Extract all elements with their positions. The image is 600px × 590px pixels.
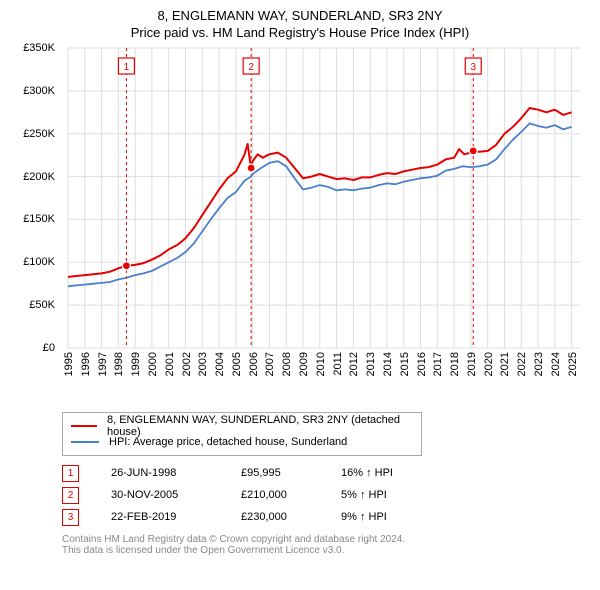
legend-swatch-1	[71, 425, 97, 428]
transaction-price: £95,995	[241, 467, 341, 479]
x-tick-label: 2021	[499, 352, 511, 376]
x-tick-label: 2020	[483, 352, 495, 376]
x-tick-label: 2004	[214, 352, 226, 376]
transaction-marker: 3	[62, 509, 79, 526]
y-tick-label: £200K	[23, 171, 55, 183]
x-tick-label: 2003	[197, 352, 209, 376]
transaction-hpi: 9% ↑ HPI	[341, 511, 421, 523]
x-tick-label: 2013	[365, 352, 377, 376]
x-tick-label: 2025	[567, 352, 579, 376]
transaction-marker: 2	[62, 487, 79, 504]
y-tick-label: £0	[43, 342, 55, 354]
chart-subtitle: Price paid vs. HM Land Registry's House …	[14, 25, 586, 40]
x-tick-label: 2024	[550, 352, 562, 376]
x-tick-label: 2008	[281, 352, 293, 376]
x-tick-label: 2005	[231, 352, 243, 376]
transaction-date: 22-FEB-2019	[111, 511, 241, 523]
footer-line1: Contains HM Land Registry data © Crown c…	[62, 534, 586, 545]
x-tick-label: 1996	[80, 352, 92, 376]
y-tick-label: £300K	[23, 85, 55, 97]
x-tick-label: 1999	[130, 352, 142, 376]
y-tick-label: £250K	[23, 128, 55, 140]
footer-line2: This data is licensed under the Open Gov…	[62, 545, 586, 556]
transaction-row: 1 26-JUN-1998£95,99516% ↑ HPI	[62, 462, 586, 484]
x-tick-label: 2019	[466, 352, 478, 376]
x-tick-label: 2023	[533, 352, 545, 376]
x-tick-label: 2006	[248, 352, 260, 376]
transaction-row: 3 22-FEB-2019£230,0009% ↑ HPI	[62, 506, 586, 528]
transaction-hpi: 5% ↑ HPI	[341, 489, 421, 501]
x-tick-label: 2016	[416, 352, 428, 376]
footer: Contains HM Land Registry data © Crown c…	[62, 534, 586, 556]
legend-row-series1: 8, ENGLEMANN WAY, SUNDERLAND, SR3 2NY (d…	[71, 418, 413, 434]
transaction-row: 2 30-NOV-2005£210,0005% ↑ HPI	[62, 484, 586, 506]
transaction-price: £230,000	[241, 511, 341, 523]
chart-title: 8, ENGLEMANN WAY, SUNDERLAND, SR3 2NY	[14, 8, 586, 23]
y-tick-label: £100K	[23, 256, 55, 268]
x-tick-label: 2010	[315, 352, 327, 376]
transaction-date: 30-NOV-2005	[111, 489, 241, 501]
x-tick-label: 2002	[181, 352, 193, 376]
x-tick-label: 2018	[449, 352, 461, 376]
svg-text:1: 1	[124, 62, 130, 73]
x-tick-label: 2022	[516, 352, 528, 376]
transaction-hpi: 16% ↑ HPI	[341, 467, 421, 479]
transaction-table: 1 26-JUN-1998£95,99516% ↑ HPI 2 30-NOV-2005…	[62, 462, 586, 528]
x-tick-label: 2000	[147, 352, 159, 376]
legend-label-1: 8, ENGLEMANN WAY, SUNDERLAND, SR3 2NY (d…	[107, 414, 413, 438]
svg-text:3: 3	[470, 62, 476, 73]
x-tick-label: 2007	[264, 352, 276, 376]
x-tick-label: 1997	[97, 352, 109, 376]
transaction-price: £210,000	[241, 489, 341, 501]
legend-label-2: HPI: Average price, detached house, Sund…	[109, 436, 347, 448]
y-tick-label: £350K	[23, 42, 55, 54]
x-tick-label: 2011	[332, 352, 344, 376]
transaction-date: 26-JUN-1998	[111, 467, 241, 479]
x-tick-label: 1995	[63, 352, 75, 376]
y-tick-label: £150K	[23, 213, 55, 225]
chart-area: 123 £0£50K£100K£150K£200K£250K£300K£350K…	[20, 48, 580, 368]
x-tick-label: 2014	[382, 352, 394, 376]
transaction-marker: 1	[62, 465, 79, 482]
legend: 8, ENGLEMANN WAY, SUNDERLAND, SR3 2NY (d…	[62, 412, 422, 456]
svg-text:2: 2	[248, 62, 254, 73]
chart-svg: 1 2 3	[68, 48, 580, 348]
x-tick-label: 2009	[298, 352, 310, 376]
x-tick-label: 2001	[164, 352, 176, 376]
x-tick-label: 2015	[399, 352, 411, 376]
x-tick-label: 1998	[113, 352, 125, 376]
y-tick-label: £50K	[29, 299, 55, 311]
legend-swatch-2	[71, 441, 99, 444]
x-tick-label: 2012	[348, 352, 360, 376]
x-tick-label: 2017	[432, 352, 444, 376]
